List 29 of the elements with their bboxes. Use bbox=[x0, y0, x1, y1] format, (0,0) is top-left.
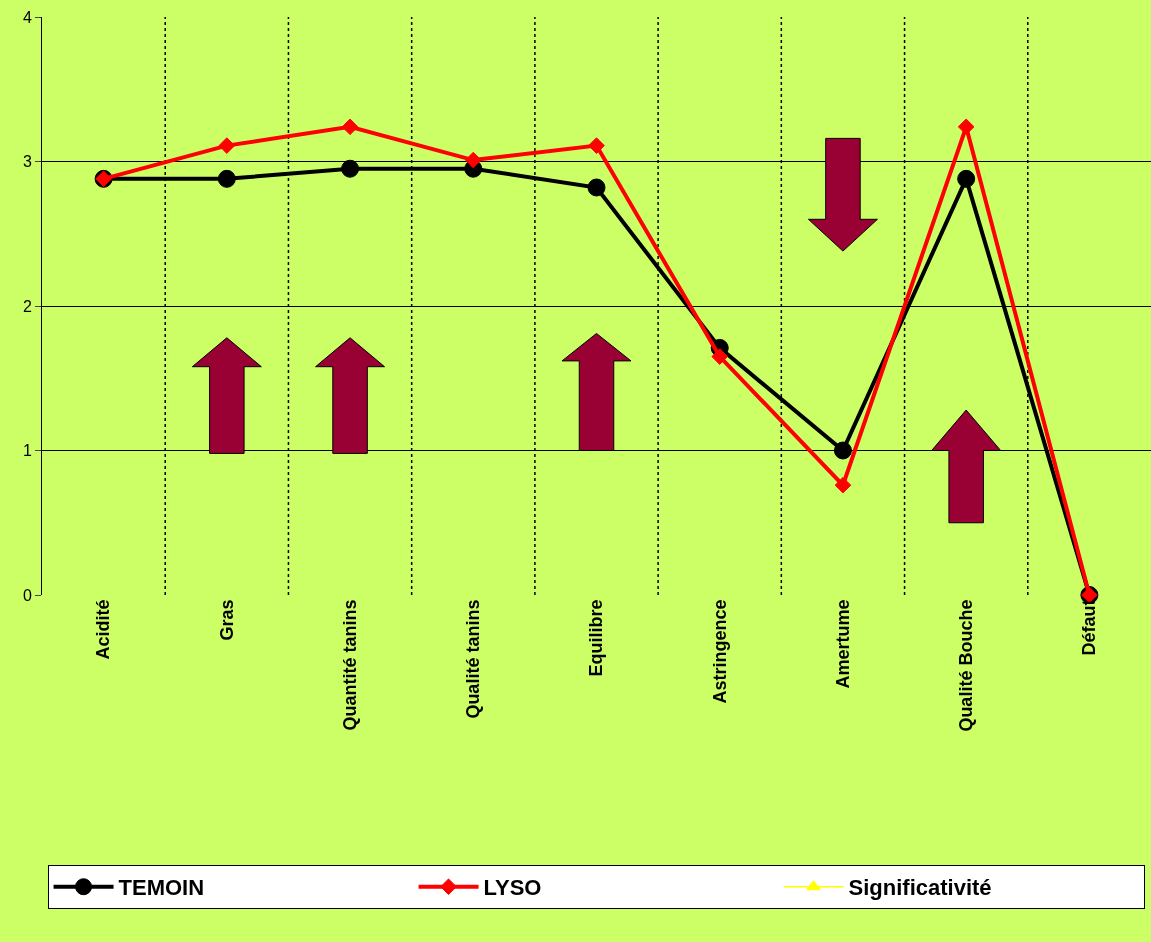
point bbox=[341, 118, 359, 136]
y-tick-label: 3 bbox=[22, 153, 32, 171]
x-tick-label: Amertume bbox=[832, 599, 853, 689]
x-tick-label: Acidité bbox=[93, 599, 114, 660]
y-tick-label: 1 bbox=[22, 442, 32, 460]
y-tick-label: 4 bbox=[22, 8, 32, 26]
point bbox=[464, 151, 482, 169]
point bbox=[834, 476, 852, 494]
point bbox=[957, 169, 976, 188]
legend-label: TEMOIN bbox=[118, 875, 205, 901]
point bbox=[341, 159, 360, 178]
x-tick-label: Quantité tanins bbox=[339, 599, 360, 731]
point bbox=[588, 137, 605, 154]
legend-label: Significativité bbox=[848, 875, 992, 901]
point bbox=[587, 178, 606, 197]
x-tick-label: Astringence bbox=[709, 599, 730, 704]
y-tick-label: 2 bbox=[22, 297, 32, 315]
point bbox=[218, 137, 236, 154]
point bbox=[217, 169, 236, 188]
legend-label: LYSO bbox=[483, 875, 542, 901]
y-tick-label: 0 bbox=[22, 586, 32, 604]
point bbox=[957, 118, 975, 136]
x-tick-label: Equilibre bbox=[586, 599, 607, 677]
point bbox=[711, 348, 729, 365]
x-tick-label: Défaut bbox=[1079, 599, 1100, 656]
point bbox=[833, 441, 852, 460]
x-tick-label: Qualité Bouche bbox=[956, 599, 977, 732]
x-tick-label: Qualité tanins bbox=[463, 599, 484, 719]
x-tick-label: Gras bbox=[216, 599, 237, 641]
